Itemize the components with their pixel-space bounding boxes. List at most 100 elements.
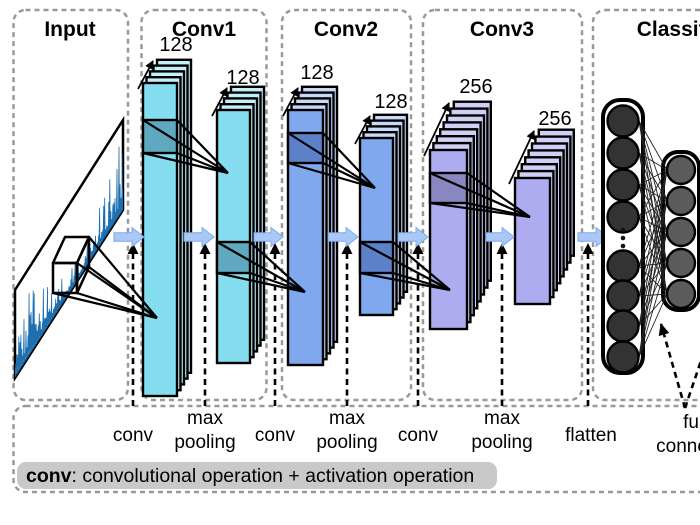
fc-connection xyxy=(638,169,668,358)
op-label-conv3-pool-line2: pooling xyxy=(471,432,532,453)
ellipsis-dot xyxy=(620,243,626,249)
projection-line-conv1-a xyxy=(142,119,229,174)
op-label-fc-line1: fully xyxy=(683,412,700,433)
flatten-neuron xyxy=(606,104,640,138)
fc-connection xyxy=(638,169,668,267)
section-title-input: Input xyxy=(44,18,95,41)
receptive-field-lines-layer xyxy=(52,60,535,320)
dense-neuron xyxy=(665,154,697,186)
fc-connection xyxy=(638,169,668,218)
feature-map-front-conv2-b xyxy=(358,136,395,317)
projection-line-conv3-a xyxy=(429,201,531,219)
depth-arrow-conv1-a xyxy=(137,60,154,90)
projection-line-conv2-b xyxy=(359,271,451,292)
feature-count-conv1-b: 128 xyxy=(226,67,259,89)
flatten-neuron xyxy=(606,200,640,234)
projection-line-conv2-b xyxy=(359,241,451,291)
projection-line-conv1-a xyxy=(176,119,229,174)
projection-line-conv1-b xyxy=(249,241,306,293)
fc-connection xyxy=(638,231,668,358)
dense-neuron xyxy=(665,278,697,310)
section-boxes-layer xyxy=(12,8,700,494)
section-title-conv1: Conv1 xyxy=(172,18,237,41)
projection-line-conv2-a xyxy=(287,161,376,190)
feature-count-conv3-b: 256 xyxy=(538,108,571,130)
fc-connection xyxy=(638,200,668,358)
projection-line-input xyxy=(52,291,158,320)
op-arrow-head-1 xyxy=(199,243,211,254)
op-arrow-head-3 xyxy=(341,243,353,254)
flatten-neuron xyxy=(606,309,640,343)
op-label-conv3-conv: conv xyxy=(398,425,439,446)
op-label-conv2-pool-line2: pooling xyxy=(316,432,377,453)
op-arrow-head-2 xyxy=(269,243,281,254)
depth-arrow-conv3-a xyxy=(423,102,450,157)
fc-connection xyxy=(638,262,668,358)
flow-arrow-2 xyxy=(253,226,284,248)
receptive-field-conv2-a xyxy=(286,131,325,165)
operations-band xyxy=(12,404,700,494)
signal-waveform xyxy=(15,129,123,378)
legend-background xyxy=(17,462,497,489)
projection-line-conv1-a xyxy=(142,151,229,175)
feature-count-conv2-a: 128 xyxy=(300,62,333,84)
section-title-conv3: Conv3 xyxy=(470,18,534,41)
op-label-conv2-pool-line1: max xyxy=(329,408,365,429)
section-box-classifier xyxy=(591,8,700,402)
depth-arrow-conv2-b xyxy=(354,115,371,145)
input-strip-outline xyxy=(13,115,125,383)
projection-line-conv1-a xyxy=(176,151,229,175)
legend-text: conv: convolutional operation + activati… xyxy=(26,465,474,487)
classifier-layer xyxy=(601,98,700,375)
op-arrow-head-6 xyxy=(582,243,594,254)
projection-line-conv3-a xyxy=(429,171,531,219)
flow-arrow-4 xyxy=(397,226,429,248)
input-signal-layer xyxy=(13,115,125,383)
projection-line-conv1-b xyxy=(216,241,306,293)
operation-arrows-layer xyxy=(127,243,700,409)
receptive-field-conv1-a xyxy=(141,118,179,155)
flatten-neuron xyxy=(606,279,640,313)
fc-connection xyxy=(638,169,668,297)
flow-arrows-layer xyxy=(113,226,609,248)
op-label-flatten: flatten xyxy=(565,425,617,446)
projection-line-conv2-b xyxy=(392,241,451,291)
depth-arrow-conv1-b xyxy=(211,87,228,117)
projection-line-conv2-b xyxy=(392,271,451,292)
projection-line-conv2-a xyxy=(287,132,376,189)
projection-line-conv3-a xyxy=(466,172,531,218)
fc-pointer-left xyxy=(658,323,687,409)
op-label-conv2-conv: conv xyxy=(255,425,296,446)
projection-line-input xyxy=(88,266,158,319)
projection-line-conv1-b xyxy=(216,271,306,294)
ellipsis-dot xyxy=(620,235,626,241)
legend-term: conv xyxy=(26,465,72,487)
dense-neuron xyxy=(665,216,697,248)
feature-map-front-conv1-b xyxy=(215,108,252,365)
projection-line-conv2-a xyxy=(322,132,376,189)
feature-count-conv3-a: 256 xyxy=(459,76,492,98)
op-label-conv1-pool-line2: pooling xyxy=(174,432,235,453)
flatten-neuron xyxy=(606,136,640,170)
flow-arrow-5 xyxy=(485,226,515,248)
op-arrow-head-0 xyxy=(127,243,139,254)
dense-neuron xyxy=(665,185,697,217)
flow-arrow-1 xyxy=(183,226,215,248)
flow-arrow-0 xyxy=(113,226,145,248)
feature-map-front-conv3-b xyxy=(513,176,552,306)
projection-line-conv3-a xyxy=(466,201,531,219)
fc-connection xyxy=(638,293,668,358)
op-label-conv1-conv: conv xyxy=(113,425,154,446)
fc-connection xyxy=(638,216,668,264)
op-arrow-head-5 xyxy=(496,243,508,254)
feature-map-stacks-layer xyxy=(141,58,575,398)
section-title-conv2: Conv2 xyxy=(314,18,378,41)
flatten-neuron xyxy=(606,340,640,374)
ellipsis-dot xyxy=(620,227,626,233)
projection-line-input xyxy=(88,236,158,319)
fc-connection xyxy=(638,216,668,295)
fc-connection xyxy=(638,120,668,171)
op-label-fc-line2: connected xyxy=(656,436,700,457)
dense-neuron xyxy=(665,247,697,279)
